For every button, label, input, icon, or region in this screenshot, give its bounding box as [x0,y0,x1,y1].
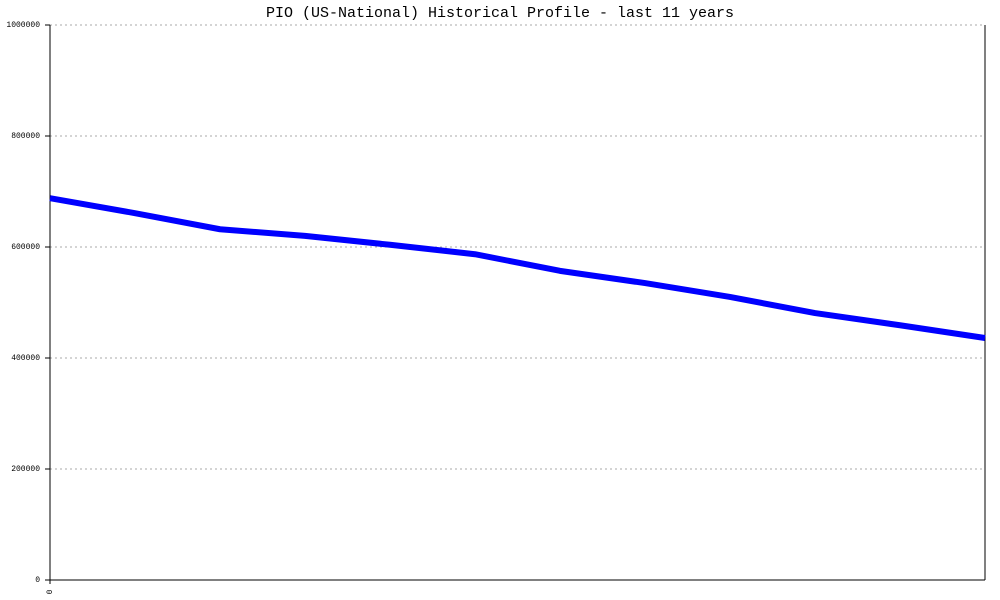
x-tick-label: 0 [46,589,55,594]
y-tick-label: 1000000 [6,21,40,30]
y-tick-label: 400000 [11,354,40,363]
y-tick-label: 600000 [11,243,40,252]
chart-title: PIO (US-National) Historical Profile - l… [266,5,734,22]
line [49,195,986,341]
y-tick-label: 800000 [11,132,40,141]
y-tick-label: 0 [35,576,40,585]
y-tick-label: 200000 [11,465,40,474]
